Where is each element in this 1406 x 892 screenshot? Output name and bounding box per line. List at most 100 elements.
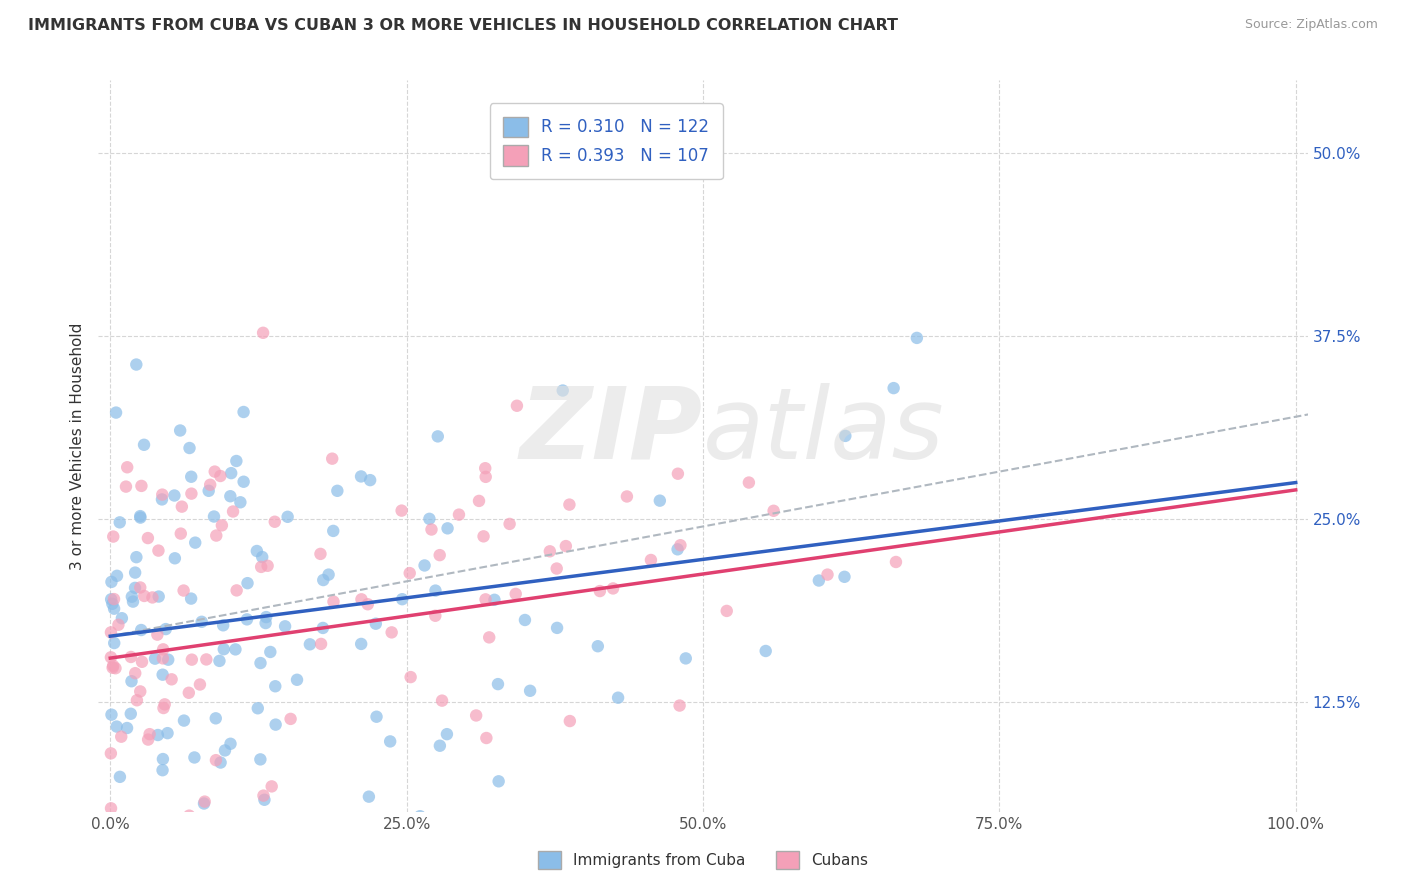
Point bbox=[505, 587, 527, 601]
Point bbox=[209, 756, 232, 770]
Point bbox=[465, 708, 488, 723]
Point bbox=[420, 523, 443, 537]
Point bbox=[648, 493, 671, 508]
Point bbox=[100, 625, 122, 640]
Point bbox=[180, 486, 202, 500]
Point bbox=[425, 608, 447, 623]
Point bbox=[236, 576, 259, 591]
Point bbox=[236, 612, 259, 626]
Point bbox=[322, 524, 344, 538]
Point bbox=[366, 709, 388, 723]
Point bbox=[755, 644, 778, 658]
Point bbox=[554, 539, 576, 553]
Point bbox=[474, 461, 496, 475]
Point bbox=[312, 621, 335, 635]
Point bbox=[298, 637, 321, 651]
Point bbox=[100, 650, 122, 665]
Point bbox=[177, 686, 200, 700]
Text: IMMIGRANTS FROM CUBA VS CUBAN 3 OR MORE VEHICLES IN HOUSEHOLD CORRELATION CHART: IMMIGRANTS FROM CUBA VS CUBAN 3 OR MORE … bbox=[28, 18, 898, 33]
Point bbox=[141, 591, 163, 605]
Point bbox=[246, 544, 269, 558]
Point bbox=[183, 750, 205, 764]
Point bbox=[232, 863, 254, 877]
Legend: Immigrants from Cuba, Cubans: Immigrants from Cuba, Cubans bbox=[531, 845, 875, 875]
Point bbox=[486, 677, 509, 691]
Point bbox=[488, 774, 510, 789]
Point bbox=[129, 509, 152, 524]
Point bbox=[225, 454, 247, 468]
Point bbox=[173, 583, 195, 598]
Text: Source: ZipAtlas.com: Source: ZipAtlas.com bbox=[1244, 18, 1378, 31]
Point bbox=[478, 631, 501, 645]
Point bbox=[136, 531, 159, 545]
Point bbox=[129, 510, 152, 524]
Point bbox=[285, 673, 308, 687]
Point bbox=[173, 714, 195, 728]
Point bbox=[173, 813, 195, 827]
Point bbox=[110, 730, 132, 744]
Point bbox=[152, 701, 174, 715]
Point bbox=[179, 441, 201, 455]
Point bbox=[468, 494, 491, 508]
Point bbox=[105, 846, 128, 860]
Point bbox=[170, 500, 193, 514]
Point bbox=[558, 714, 581, 728]
Point bbox=[100, 592, 122, 607]
Point bbox=[152, 752, 174, 766]
Point bbox=[447, 508, 470, 522]
Point bbox=[198, 477, 221, 491]
Point bbox=[180, 653, 202, 667]
Point bbox=[252, 326, 274, 340]
Point bbox=[602, 582, 624, 596]
Point bbox=[905, 331, 928, 345]
Point bbox=[429, 548, 451, 562]
Point bbox=[436, 727, 458, 741]
Point bbox=[277, 509, 299, 524]
Y-axis label: 3 or more Vehicles in Household: 3 or more Vehicles in Household bbox=[69, 322, 84, 570]
Point bbox=[834, 570, 856, 584]
Point bbox=[807, 574, 830, 588]
Point bbox=[125, 358, 148, 372]
Point bbox=[152, 763, 174, 777]
Point bbox=[179, 808, 201, 822]
Point bbox=[115, 721, 138, 735]
Point bbox=[125, 693, 148, 707]
Point bbox=[108, 516, 131, 530]
Point bbox=[246, 701, 269, 715]
Point bbox=[252, 549, 274, 564]
Point bbox=[546, 621, 568, 635]
Point bbox=[551, 384, 574, 398]
Point bbox=[188, 677, 211, 691]
Point bbox=[364, 616, 387, 631]
Point bbox=[512, 815, 534, 830]
Point bbox=[817, 567, 839, 582]
Point bbox=[350, 592, 373, 607]
Point bbox=[484, 592, 506, 607]
Point bbox=[716, 604, 738, 618]
Point bbox=[150, 492, 173, 507]
Point bbox=[219, 737, 242, 751]
Point bbox=[418, 512, 440, 526]
Point bbox=[180, 591, 202, 606]
Point bbox=[125, 550, 148, 565]
Point bbox=[115, 480, 138, 494]
Point bbox=[180, 469, 202, 483]
Point bbox=[225, 583, 247, 598]
Point bbox=[103, 592, 125, 607]
Point bbox=[131, 655, 153, 669]
Point bbox=[103, 601, 125, 615]
Point bbox=[134, 589, 156, 603]
Point bbox=[129, 581, 152, 595]
Point bbox=[538, 544, 561, 558]
Point bbox=[150, 488, 173, 502]
Point bbox=[129, 623, 152, 637]
Point bbox=[472, 529, 495, 543]
Legend: R = 0.310   N = 122, R = 0.393   N = 107: R = 0.310 N = 122, R = 0.393 N = 107 bbox=[489, 103, 723, 179]
Point bbox=[250, 560, 273, 574]
Point bbox=[254, 610, 277, 624]
Point bbox=[120, 706, 142, 721]
Point bbox=[359, 473, 381, 487]
Point bbox=[104, 661, 127, 675]
Point bbox=[183, 837, 205, 851]
Point bbox=[429, 739, 451, 753]
